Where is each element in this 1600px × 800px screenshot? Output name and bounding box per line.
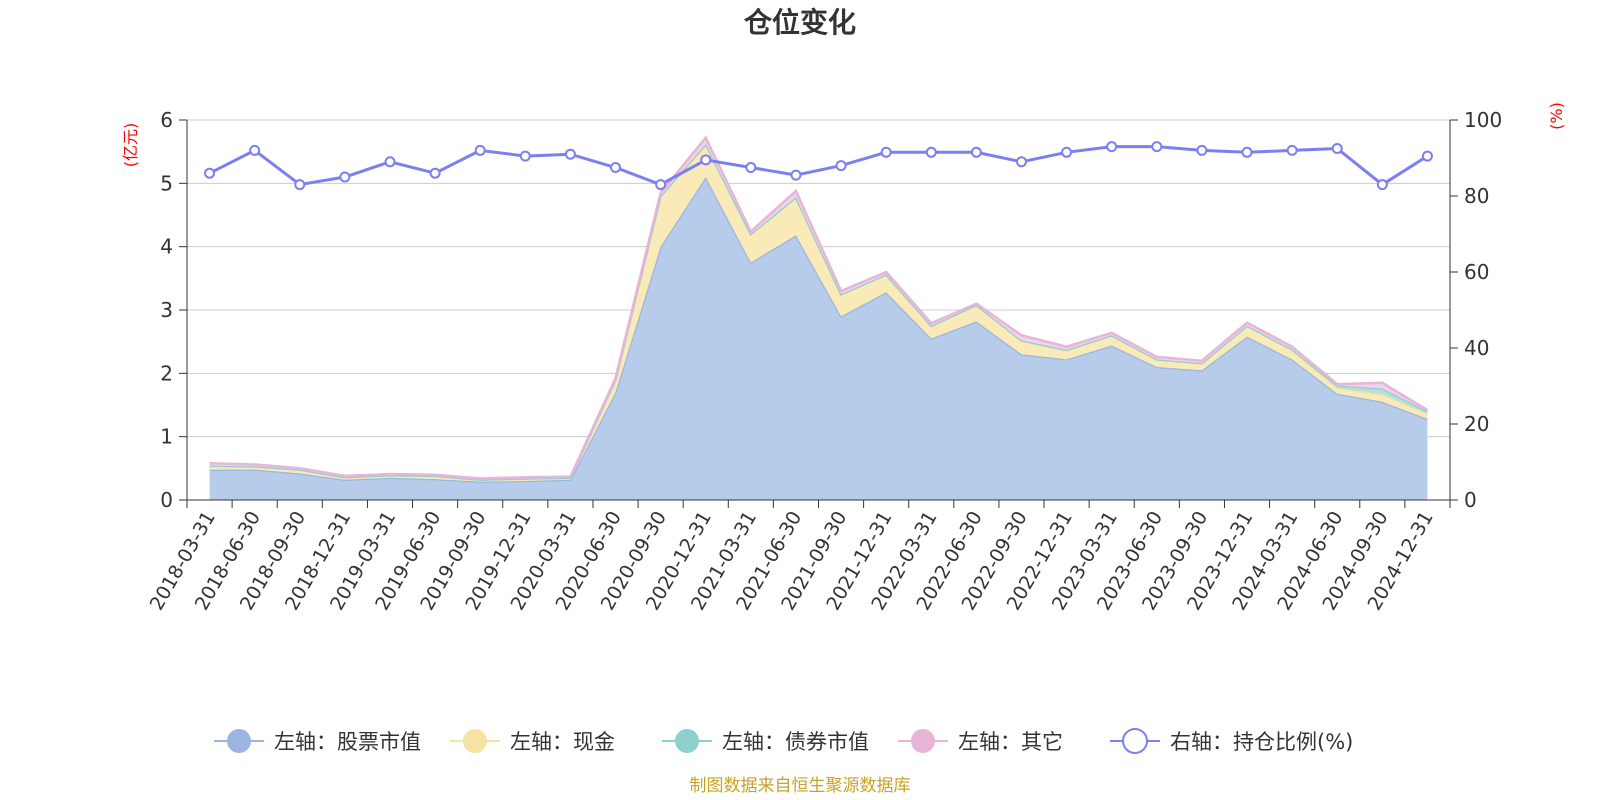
ratio-point xyxy=(925,146,937,158)
right-tick-label: 80 xyxy=(1464,184,1489,208)
source-note: 制图数据来自恒生聚源数据库 xyxy=(690,776,911,796)
legend-item: 左轴：现金 xyxy=(450,729,615,754)
legend-label: 左轴：其它 xyxy=(958,730,1063,754)
left-tick-label: 2 xyxy=(160,361,173,385)
legend-item: 左轴：其它 xyxy=(898,729,1063,754)
legend-marker xyxy=(675,729,699,753)
holding-ratio-line xyxy=(204,141,1433,191)
left-tick-label: 0 xyxy=(160,488,173,512)
legend-label: 左轴：股票市值 xyxy=(274,730,421,754)
legend-item: 左轴：股票市值 xyxy=(214,729,421,754)
legend-marker xyxy=(911,729,935,753)
legend-label: 右轴：持仓比例(%) xyxy=(1170,730,1353,754)
ratio-point xyxy=(1061,146,1073,158)
ratio-point xyxy=(519,150,531,162)
ratio-point xyxy=(204,167,216,179)
stacked-areas xyxy=(209,135,1429,500)
left-tick-label: 4 xyxy=(160,235,173,259)
ratio-point xyxy=(474,144,486,156)
ratio-point xyxy=(610,162,622,173)
legend-item: 左轴：债券市值 xyxy=(662,729,869,754)
legend-marker xyxy=(227,729,251,753)
ratio-line xyxy=(208,145,1429,187)
ratio-point xyxy=(339,171,351,183)
ratio-point xyxy=(1331,143,1343,154)
ratio-point xyxy=(384,156,396,168)
area-左轴：股票市值 xyxy=(209,177,1428,500)
right-tick-label: 100 xyxy=(1464,108,1502,132)
legend-label: 左轴：现金 xyxy=(510,730,615,754)
ratio-point xyxy=(790,169,802,181)
legend-item: 右轴：持仓比例(%) xyxy=(1110,728,1353,754)
ratio-point xyxy=(745,162,757,173)
ratio-point xyxy=(1196,144,1208,156)
ratio-point xyxy=(249,144,261,156)
area-edge-左轴：其它 xyxy=(209,135,1429,480)
ratio-point xyxy=(700,154,712,166)
left-tick-label: 6 xyxy=(160,108,173,132)
ratio-point xyxy=(1241,146,1253,158)
ratio-point xyxy=(1421,150,1433,162)
right-axis-unit: (%) xyxy=(1547,102,1566,130)
left-tick-label: 3 xyxy=(160,298,173,322)
left-tick-label: 5 xyxy=(160,171,173,195)
ratio-point xyxy=(835,160,847,172)
ratio-point xyxy=(429,167,441,179)
chart-title: 仓位变化 xyxy=(744,6,856,39)
ratio-point xyxy=(1286,144,1298,156)
ratio-point xyxy=(564,148,576,160)
ratio-point xyxy=(1376,179,1388,191)
right-tick-label: 40 xyxy=(1464,336,1489,360)
right-tick-label: 20 xyxy=(1464,412,1489,436)
ratio-point xyxy=(294,179,306,191)
legend-marker xyxy=(1122,728,1148,754)
ratio-point xyxy=(970,146,982,158)
ratio-point xyxy=(1015,156,1027,168)
ratio-point xyxy=(1106,141,1118,153)
ratio-point xyxy=(655,179,667,191)
legend: 左轴：股票市值 左轴：现金 左轴：债券市值 左轴：其它 右轴：持仓比例(%) xyxy=(214,728,1353,754)
ratio-point xyxy=(880,146,892,158)
ratio-point xyxy=(1151,141,1163,153)
legend-marker xyxy=(463,729,487,753)
left-tick-label: 1 xyxy=(160,425,173,449)
right-tick-label: 60 xyxy=(1464,260,1489,284)
legend-label: 左轴：债券市值 xyxy=(722,730,869,754)
left-axis-unit: (亿元) xyxy=(121,123,140,168)
right-tick-label: 0 xyxy=(1464,488,1477,512)
